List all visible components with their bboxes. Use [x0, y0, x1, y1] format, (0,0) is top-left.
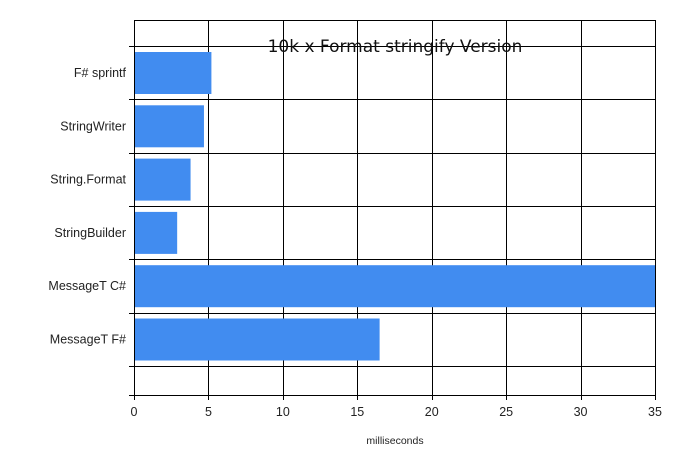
grid	[129, 20, 656, 400]
bar	[135, 211, 178, 254]
x-tick-label: 10	[276, 405, 290, 419]
y-tick-label: F# sprintf	[74, 66, 127, 80]
x-tick-label: 5	[205, 405, 212, 419]
y-tick-label: MessageT C#	[48, 279, 126, 293]
labels: 0 5 10 15 20 25 30 35 F# sprintf StringWriter Stri…	[48, 66, 662, 419]
y-tick-label: MessageT F#	[50, 333, 126, 347]
bar	[135, 318, 380, 361]
bar	[135, 265, 655, 308]
y-tick-label: StringBuilder	[54, 226, 126, 240]
bar	[135, 105, 204, 148]
chart-title: 10k x Format stringify Version	[268, 37, 523, 57]
axes	[129, 20, 655, 396]
x-tick-label: 0	[131, 405, 138, 419]
bar	[135, 52, 212, 94]
x-tick-label: 15	[350, 405, 364, 419]
bars	[135, 52, 655, 361]
x-tick-label: 20	[425, 405, 439, 419]
x-tick-label: 30	[574, 405, 588, 419]
x-tick-label: 35	[648, 405, 662, 419]
bar	[135, 158, 191, 201]
x-axis-label: milliseconds	[366, 435, 423, 447]
y-tick-label: StringWriter	[60, 119, 126, 133]
y-tick-label: String.Format	[50, 173, 126, 187]
x-tick-label: 25	[499, 405, 513, 419]
